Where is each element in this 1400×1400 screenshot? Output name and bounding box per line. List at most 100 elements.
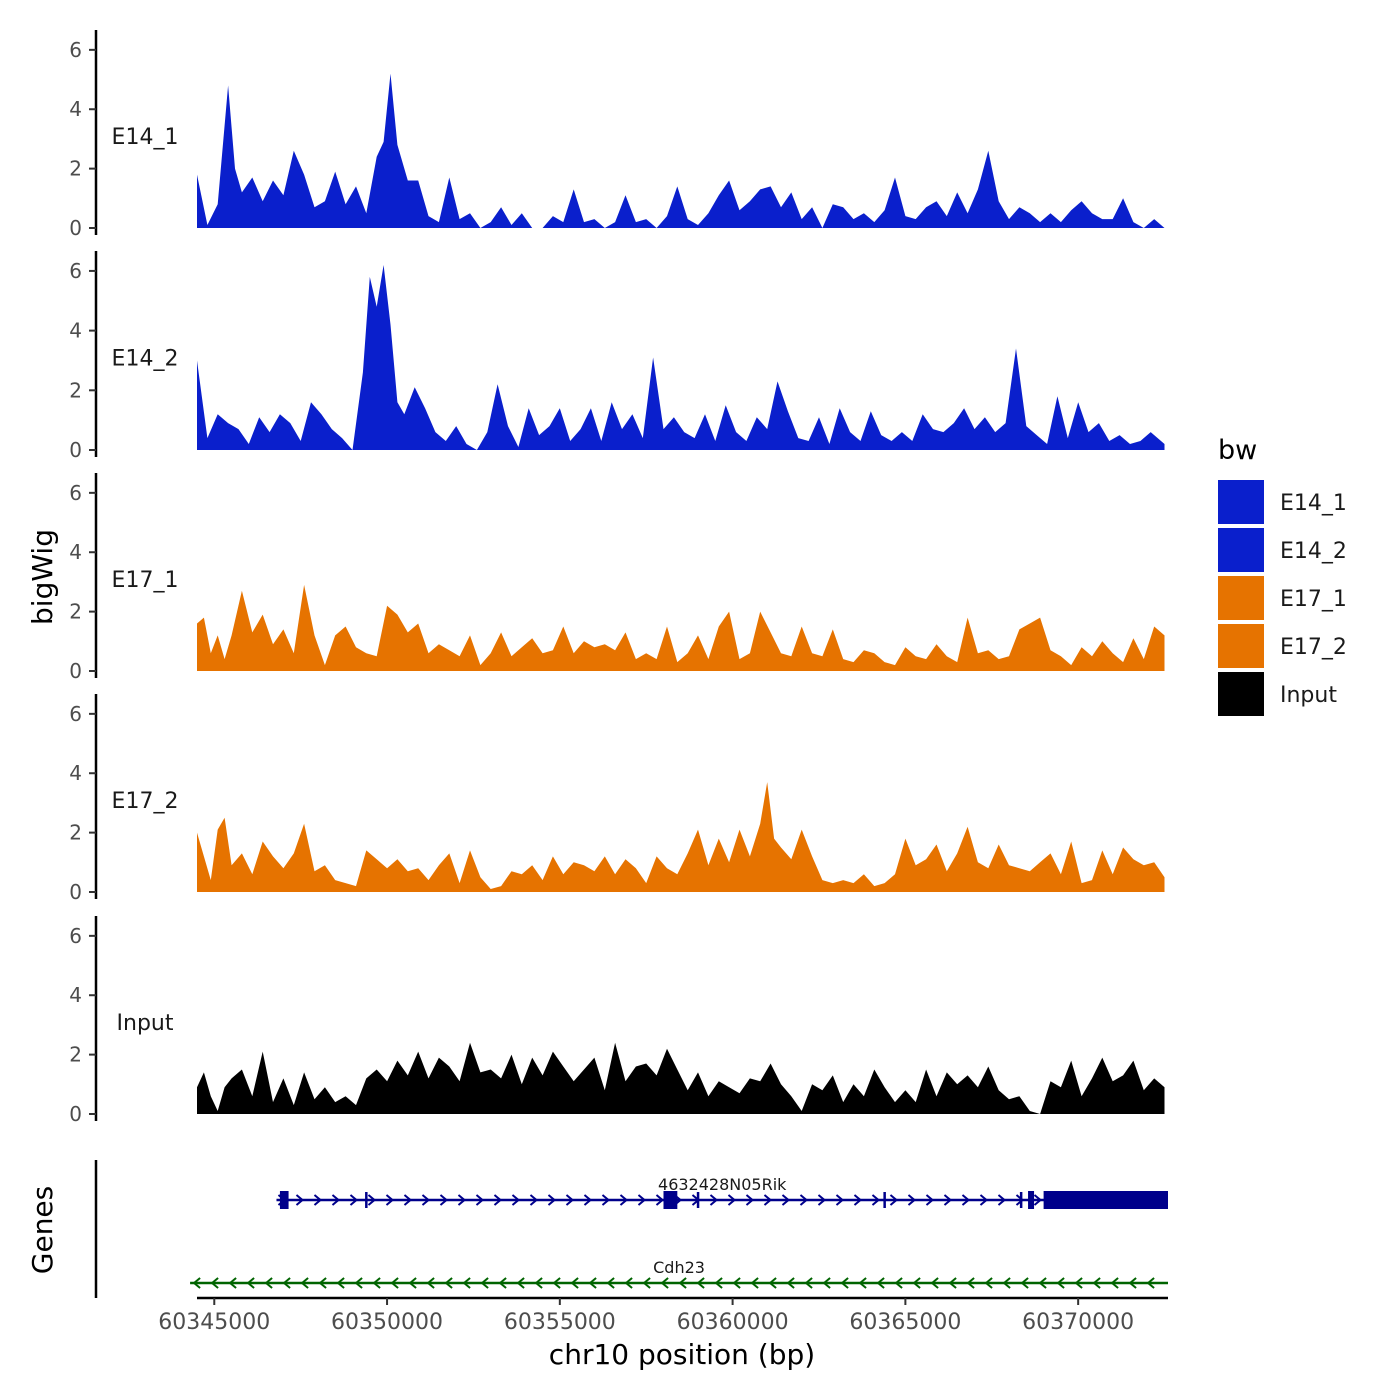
y-tick-label: 4 <box>69 97 82 121</box>
legend-swatch <box>1218 576 1264 620</box>
coverage-tracks: 0 2 4 6 E14_1 0 2 4 6 E14_2 0 2 4 6 E17_1 0 2 4 6 E17_2 0 2 4 6… <box>69 30 1165 1126</box>
strand-chevron <box>606 1277 615 1289</box>
strand-chevron <box>457 1194 467 1206</box>
strand-chevron <box>984 1277 993 1289</box>
y-tick-label: 6 <box>69 924 82 948</box>
strand-chevron <box>696 1277 705 1289</box>
legend-swatch <box>1218 624 1264 668</box>
strand-chevron <box>925 1194 935 1206</box>
track-e14-1: 0 2 4 6 E14_1 <box>69 30 1165 240</box>
strand-chevron <box>619 1194 629 1206</box>
y-tick-label: 0 <box>69 438 82 462</box>
x-tick-label: 60355000 <box>504 1310 616 1335</box>
strand-chevron <box>871 1194 881 1206</box>
strand-chevron <box>817 1194 827 1206</box>
x-tick-label: 60350000 <box>331 1310 443 1335</box>
strand-chevron <box>516 1277 525 1289</box>
strand-chevron <box>966 1277 975 1289</box>
strand-chevron <box>1015 1194 1025 1206</box>
strand-chevron <box>480 1277 489 1289</box>
coverage-area <box>197 782 1165 892</box>
genes-axis-title: Genes <box>26 1186 59 1274</box>
exon <box>663 1191 678 1209</box>
strand-chevron <box>750 1277 759 1289</box>
exon <box>279 1191 289 1209</box>
strand-chevron <box>714 1277 723 1289</box>
strand-chevron <box>876 1277 885 1289</box>
strand-chevron <box>1002 1277 1011 1289</box>
strand-chevron <box>781 1194 791 1206</box>
strand-chevron <box>786 1277 795 1289</box>
strand-chevron <box>583 1194 593 1206</box>
legend-label: Input <box>1280 683 1337 708</box>
strand-chevron <box>336 1277 345 1289</box>
strand-chevron <box>624 1277 633 1289</box>
strand-chevron <box>367 1194 377 1206</box>
strand-chevron <box>421 1194 431 1206</box>
strand-chevron <box>655 1194 665 1206</box>
strand-chevron <box>601 1194 611 1206</box>
y-tick-label: 2 <box>69 821 82 845</box>
strand-chevron <box>300 1277 309 1289</box>
strand-chevron <box>979 1194 989 1206</box>
strand-chevron <box>390 1277 399 1289</box>
strand-chevron <box>313 1194 323 1206</box>
strand-chevron <box>709 1194 719 1206</box>
strand-chevron <box>835 1194 845 1206</box>
y-tick-label: 4 <box>69 983 82 1007</box>
strand-chevron <box>475 1194 485 1206</box>
strand-chevron <box>349 1194 359 1206</box>
track-label: Input <box>117 1011 174 1036</box>
strand-chevron <box>948 1277 957 1289</box>
strand-chevron <box>408 1277 417 1289</box>
y-tick-label: 4 <box>69 319 82 343</box>
strand-chevron <box>1033 1194 1043 1206</box>
strand-chevron <box>1146 1277 1155 1289</box>
strand-chevron <box>318 1277 327 1289</box>
legend-label: E14_1 <box>1280 491 1347 516</box>
strand-chevron <box>385 1194 395 1206</box>
gene-4632428n05rik: 4632428N05Rik <box>276 1175 1168 1209</box>
legend: bw E14_1 E14_2 E17_1 E17_2 Input <box>1218 435 1347 716</box>
strand-chevron <box>462 1277 471 1289</box>
track-input: 0 2 4 6 Input <box>69 916 1165 1126</box>
strand-chevron <box>997 1194 1007 1206</box>
strand-chevron <box>1074 1277 1083 1289</box>
strand-chevron <box>354 1277 363 1289</box>
y-tick-label: 0 <box>69 1102 82 1126</box>
strand-chevron <box>1056 1277 1065 1289</box>
strand-chevron <box>678 1277 687 1289</box>
strand-chevron <box>403 1194 413 1206</box>
y-tick-label: 2 <box>69 1043 82 1067</box>
strand-chevron <box>444 1277 453 1289</box>
strand-chevron <box>822 1277 831 1289</box>
y-tick-label: 2 <box>69 157 82 181</box>
y-tick-label: 0 <box>69 659 82 683</box>
x-tick-label: 60360000 <box>677 1310 789 1335</box>
gene-track: 4632428N05Rik Cdh23 <box>94 1160 1168 1298</box>
strand-chevron <box>1020 1277 1029 1289</box>
y-tick-label: 2 <box>69 378 82 402</box>
strand-chevron <box>799 1194 809 1206</box>
legend-swatch <box>1218 672 1264 716</box>
track-e17-1: 0 2 4 6 E17_1 <box>69 473 1165 683</box>
coverage-area <box>197 584 1165 671</box>
strand-chevron <box>943 1194 953 1206</box>
strand-chevron <box>331 1194 341 1206</box>
y-tick-label: 4 <box>69 540 82 564</box>
strand-chevron <box>1038 1277 1047 1289</box>
strand-chevron <box>660 1277 669 1289</box>
strand-chevron <box>588 1277 597 1289</box>
strand-chevron <box>529 1194 539 1206</box>
strand-chevron <box>853 1194 863 1206</box>
strand-chevron <box>282 1277 291 1289</box>
cds-block <box>1043 1191 1168 1209</box>
strand-chevron <box>768 1277 777 1289</box>
strand-chevron <box>565 1194 575 1206</box>
strand-chevron <box>840 1277 849 1289</box>
x-tick-label: 60370000 <box>1022 1310 1134 1335</box>
track-label: E17_1 <box>112 568 179 593</box>
y-tick-label: 6 <box>69 481 82 505</box>
y-tick-label: 2 <box>69 600 82 624</box>
strand-chevron <box>732 1277 741 1289</box>
